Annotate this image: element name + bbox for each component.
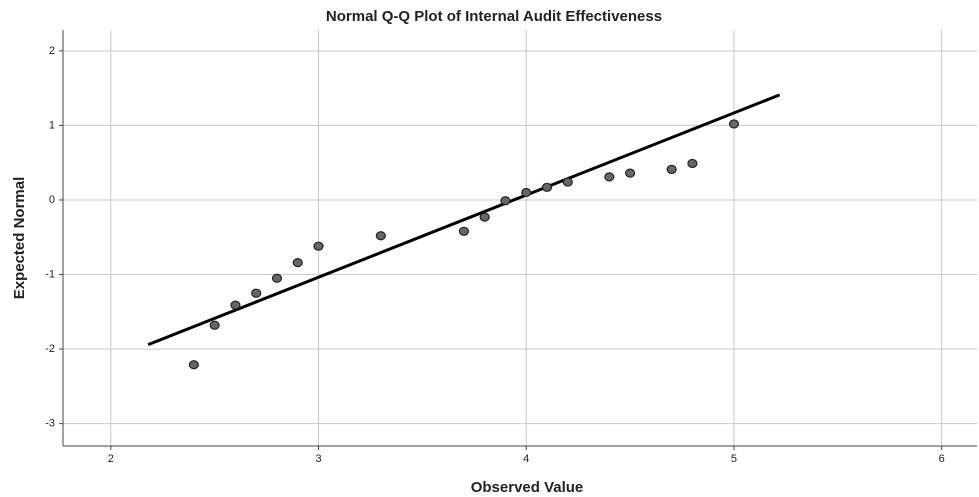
point [624,168,636,178]
reference-line [147,93,781,347]
point [313,241,324,251]
point [188,360,199,370]
point [292,258,303,268]
y-axis-label: Expected Normal [11,177,28,300]
point [375,231,386,241]
y-tick-label: -2 [45,343,55,355]
y-tick-label: -1 [45,268,55,280]
point [541,182,553,192]
x-tick-label: 3 [315,453,321,465]
point [666,164,677,175]
x-tick-label: 5 [731,453,737,465]
point [687,158,698,169]
y-tick-label: 0 [49,194,55,206]
point [728,119,740,129]
chart-title: Normal Q-Q Plot of Internal Audit Effect… [326,8,662,25]
point [562,177,573,187]
point [479,212,490,222]
y-tick-label: -3 [45,418,55,430]
point [271,273,283,283]
point [521,187,532,198]
y-tick-label: 1 [49,119,55,131]
x-axis-label: Observed Value [471,479,584,496]
point [604,172,615,182]
point [500,196,511,206]
x-tick-label: 4 [523,453,529,465]
x-tick-label: 6 [939,453,945,465]
y-tick-label: 2 [49,45,55,57]
point [230,300,241,310]
point [458,226,470,236]
point [209,320,220,330]
point [251,288,262,298]
x-tick-label: 2 [108,453,114,465]
